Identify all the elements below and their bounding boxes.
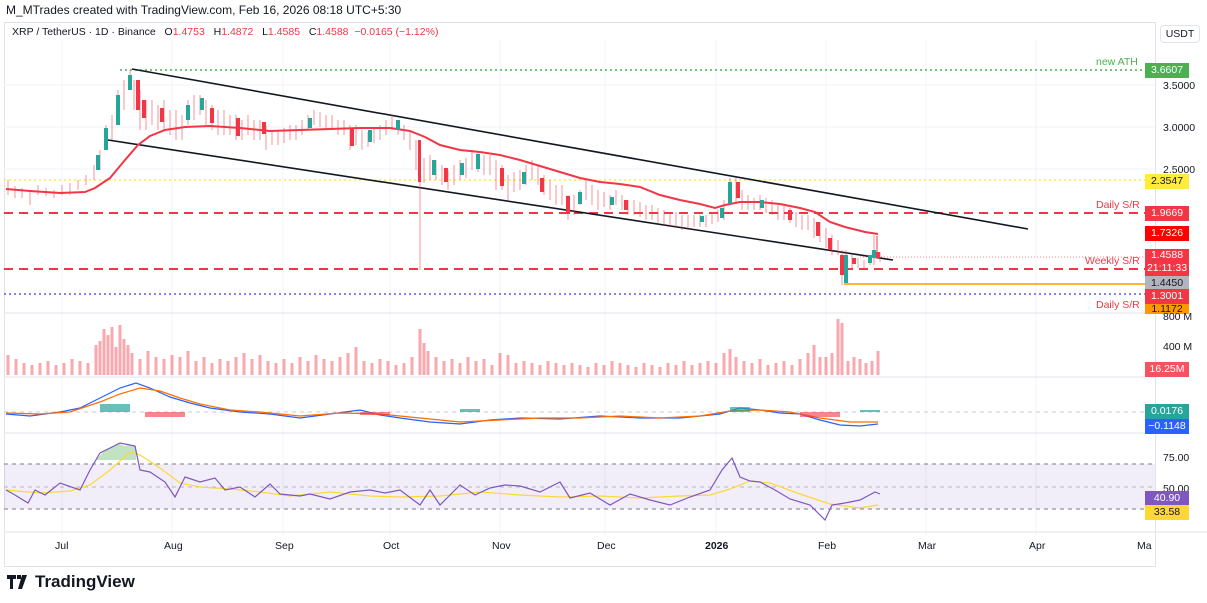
time-tick: Jul	[55, 540, 69, 552]
change-value: −0.0165 (−1.12%)	[354, 26, 439, 38]
candles	[7, 70, 881, 285]
weekly-sr-label: Weekly S/R	[1085, 255, 1140, 267]
time-tick: Sep	[275, 540, 294, 552]
ema-badge: 1.7326	[1145, 226, 1189, 241]
chart-credit: M_MTrades created with TradingView.com, …	[6, 3, 402, 17]
channel-upper	[131, 68, 1029, 230]
daily-sr-top-badge: 1.9669	[1145, 206, 1189, 221]
yellow-level-badge: 2.3547	[1145, 174, 1189, 189]
daily-sr-bottom-badge: 1.3001	[1145, 289, 1189, 304]
price-tick: 2.5000	[1163, 164, 1196, 176]
channel-lower	[107, 139, 894, 261]
daily-sr-top-label: Daily S/R	[1096, 199, 1140, 211]
orange-level-badge: 1.1172	[1145, 304, 1189, 314]
volume-tick: 800 M	[1163, 311, 1193, 323]
ema-line	[5, 124, 879, 235]
new-ath-label: new ATH	[1096, 56, 1138, 68]
price-tick: 3.5000	[1163, 80, 1196, 92]
volume-bars	[6, 319, 880, 375]
open-value: 1.4753	[172, 26, 205, 38]
time-tick: 2026	[705, 540, 729, 552]
symbol-name: XRP / TetherUS · 1D · Binance	[12, 26, 156, 38]
rsi-tick: 75.00	[1163, 452, 1190, 464]
time-tick: Oct	[383, 540, 400, 552]
tradingview-logo-icon	[7, 575, 27, 589]
macd-badge: 0.0176	[1145, 404, 1189, 419]
symbol-legend: XRP / TetherUS · 1D · Binance O1.4753 H1…	[12, 26, 439, 38]
bar-countdown: 21:11:33	[1146, 262, 1188, 274]
time-tick: Mar	[918, 540, 937, 552]
time-tick: Aug	[164, 540, 183, 552]
swing-low-badge: 1.4450	[1145, 276, 1189, 291]
rsi-pane	[4, 442, 1155, 522]
last-price: 1.4588	[1150, 249, 1184, 261]
volume-tick: 400 M	[1163, 341, 1193, 353]
rsi-badge: 40.90	[1145, 491, 1189, 506]
tradingview-logo[interactable]: TradingView	[7, 572, 135, 592]
time-tick: Dec	[597, 540, 616, 552]
price-tick: 3.0000	[1163, 122, 1196, 134]
volume-badge: 16.25M	[1145, 362, 1189, 377]
rsi-ma-badge: 33.58	[1145, 505, 1189, 520]
high-value: 1.4872	[221, 26, 254, 38]
time-tick: Apr	[1029, 540, 1046, 552]
time-tick: Ma	[1137, 540, 1152, 552]
low-value: 1.4585	[267, 26, 301, 38]
brand-name: TradingView	[35, 572, 135, 591]
close-value: 1.4588	[316, 26, 349, 38]
daily-sr-bottom-label: Daily S/R	[1096, 299, 1140, 311]
currency-button[interactable]: USDT	[1160, 25, 1200, 43]
time-tick: Nov	[492, 540, 511, 552]
signal-badge: −0.1148	[1145, 419, 1189, 434]
time-tick: Feb	[818, 540, 837, 552]
ath-badge: 3.6607	[1145, 63, 1189, 78]
macd-pane	[4, 382, 1155, 427]
last-price-badge: 1.4588 21:11:33	[1145, 249, 1189, 277]
